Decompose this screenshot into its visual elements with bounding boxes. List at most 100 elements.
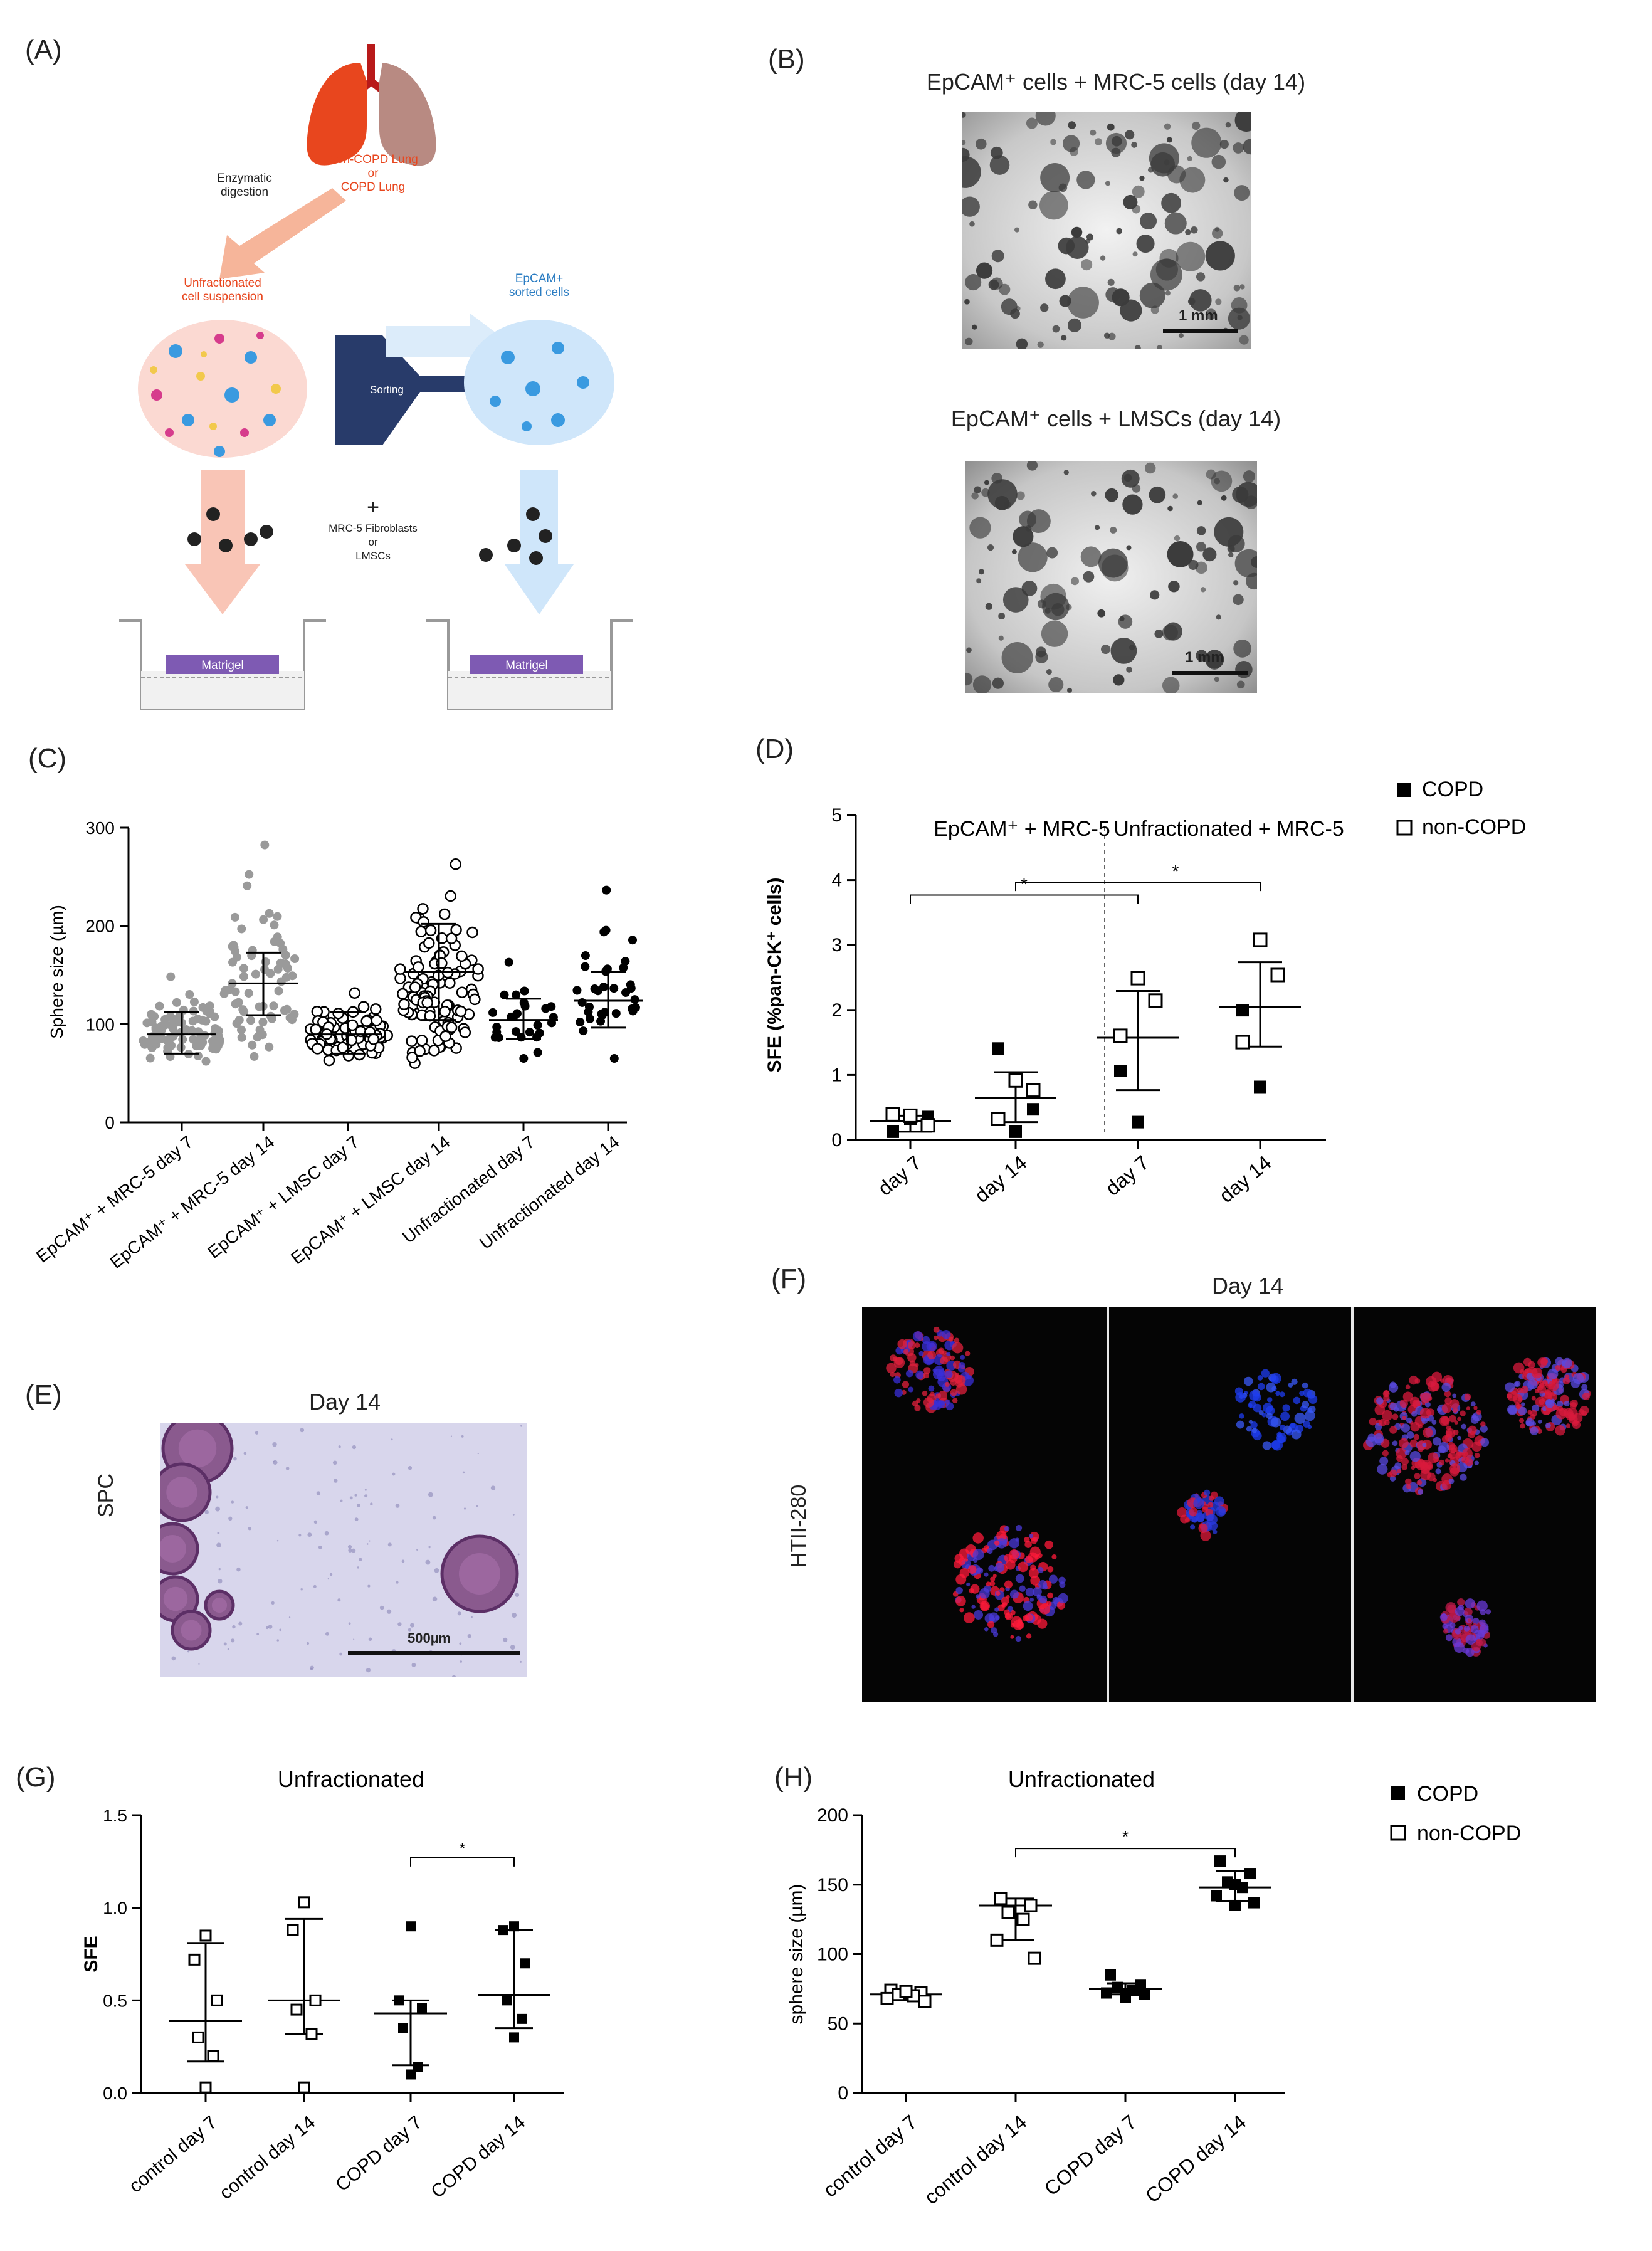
data-point [1148, 993, 1163, 1008]
data-point [1211, 1890, 1222, 1902]
sphere-blob [1110, 638, 1137, 664]
data-point [455, 1005, 467, 1018]
panel-label-e: (E) [25, 1379, 62, 1410]
fluor-cell [1376, 1397, 1384, 1405]
panel-f-side-label: HTII-280 [787, 1484, 811, 1568]
fluor-cell [907, 1341, 916, 1350]
lungs-icon [307, 44, 436, 166]
panel-e-title: Day 14 [308, 1389, 381, 1415]
sphere-blob [987, 544, 994, 551]
group-2 [1097, 971, 1179, 1129]
debris-dot [379, 1605, 384, 1610]
debris-dot [364, 1494, 368, 1498]
debris-dot [272, 1442, 277, 1447]
panel-b-bottom-title: EpCAM⁺ cells + LMSCs (day 14) [950, 406, 1281, 431]
data-point [602, 885, 611, 895]
fluor-cell [955, 1374, 966, 1386]
fluor-cell [1465, 1598, 1476, 1609]
sphere-blob [999, 283, 1011, 295]
fluor-cell [1044, 1540, 1053, 1549]
x-tick-label: EpCAM⁺ + LMSC day 7 [204, 1132, 362, 1262]
fluor-cell [1545, 1422, 1551, 1429]
debris-dot [268, 1625, 273, 1629]
data-point [438, 908, 451, 920]
debris-dot [512, 1613, 517, 1618]
x-tick-label: COPD day 14 [1141, 2111, 1250, 2207]
sphere-blob [1105, 287, 1120, 302]
fluor-cell [1562, 1377, 1570, 1384]
fluor-cell [1024, 1555, 1033, 1564]
sphere-blob [1061, 335, 1067, 341]
debris-dot [324, 1531, 329, 1536]
right-well [426, 619, 633, 710]
fluor-cell [1299, 1390, 1305, 1396]
data-point [572, 986, 582, 995]
data-point [244, 988, 253, 998]
data-point [439, 1006, 451, 1018]
y-tick-label: 0 [831, 1130, 842, 1151]
data-point [880, 1991, 894, 2005]
data-point [311, 1006, 324, 1018]
data-point [1026, 1083, 1041, 1098]
debris-dot [416, 1549, 418, 1551]
sphere-blob [1202, 547, 1217, 562]
sphere-blob [1150, 258, 1182, 291]
scale-bar-top [1163, 329, 1238, 333]
fluor-cell [1414, 1458, 1426, 1470]
sphere-blob [1205, 308, 1217, 320]
legend-label-non-copd: non-COPD [1422, 815, 1526, 839]
fluor-cell [1189, 1507, 1198, 1517]
fluor-cell [1010, 1635, 1014, 1639]
fluor-cell [1276, 1432, 1287, 1443]
data-point [406, 2069, 416, 2080]
data-point [298, 1896, 310, 1909]
fluor-cell [909, 1360, 916, 1367]
debris-dot [460, 1660, 463, 1663]
debris-dot [276, 1639, 279, 1642]
x-tick-label: COPD day 14 [427, 2112, 529, 2202]
fluor-cell [915, 1370, 925, 1379]
fluor-cell [1271, 1440, 1280, 1450]
debris-dot [432, 1516, 436, 1520]
data-point [406, 1052, 418, 1063]
y-axis-label: sphere size (µm) [786, 1884, 807, 2024]
panel-label-g: (G) [16, 1762, 56, 1793]
fluor-cell [1555, 1425, 1565, 1436]
sphere-blob [1232, 486, 1249, 503]
chart-c: 0 100 200 300 Sphere size (µm) EpCAM⁺ + MRC-5… [33, 818, 643, 1272]
section-label: EpCAM⁺ + MRC-5 [934, 817, 1110, 841]
data-point [1253, 932, 1268, 947]
debris-dot [354, 1517, 359, 1522]
group-1 [268, 1896, 340, 2094]
fluor-cell [922, 1341, 932, 1352]
debris-dot [364, 1489, 367, 1491]
fluor-cell [958, 1558, 965, 1566]
data-point [367, 1033, 380, 1045]
fluor-cell [1213, 1529, 1218, 1534]
sphere-blob [991, 250, 1004, 263]
fluor-cell [1463, 1625, 1470, 1632]
sphere-blob [1095, 525, 1100, 530]
data-point [258, 1030, 267, 1040]
sphere-blob [1132, 185, 1145, 198]
data-point [596, 1016, 606, 1026]
data-point [1113, 1028, 1128, 1043]
fluor-cell [1288, 1383, 1293, 1388]
y-tick-label: 1.0 [103, 1899, 127, 1918]
fluor-cell [893, 1376, 901, 1384]
data-point [533, 1021, 542, 1030]
fluor-cell [1445, 1634, 1453, 1642]
fluor-cell [1443, 1628, 1449, 1634]
fluor-cell [1519, 1369, 1525, 1374]
fluor-cell [1058, 1576, 1066, 1584]
sphere-blob [1228, 535, 1245, 552]
sphere-blob [1200, 587, 1206, 593]
fluor-cell [1480, 1438, 1490, 1447]
data-point [1120, 1991, 1131, 2003]
fluor-cell [1460, 1410, 1466, 1416]
sphere-blob [1019, 510, 1037, 529]
fluor-cell [1397, 1468, 1402, 1474]
fluor-cell [984, 1613, 995, 1623]
fluor-cell [1002, 1602, 1008, 1608]
fluor-cell [1520, 1386, 1528, 1394]
